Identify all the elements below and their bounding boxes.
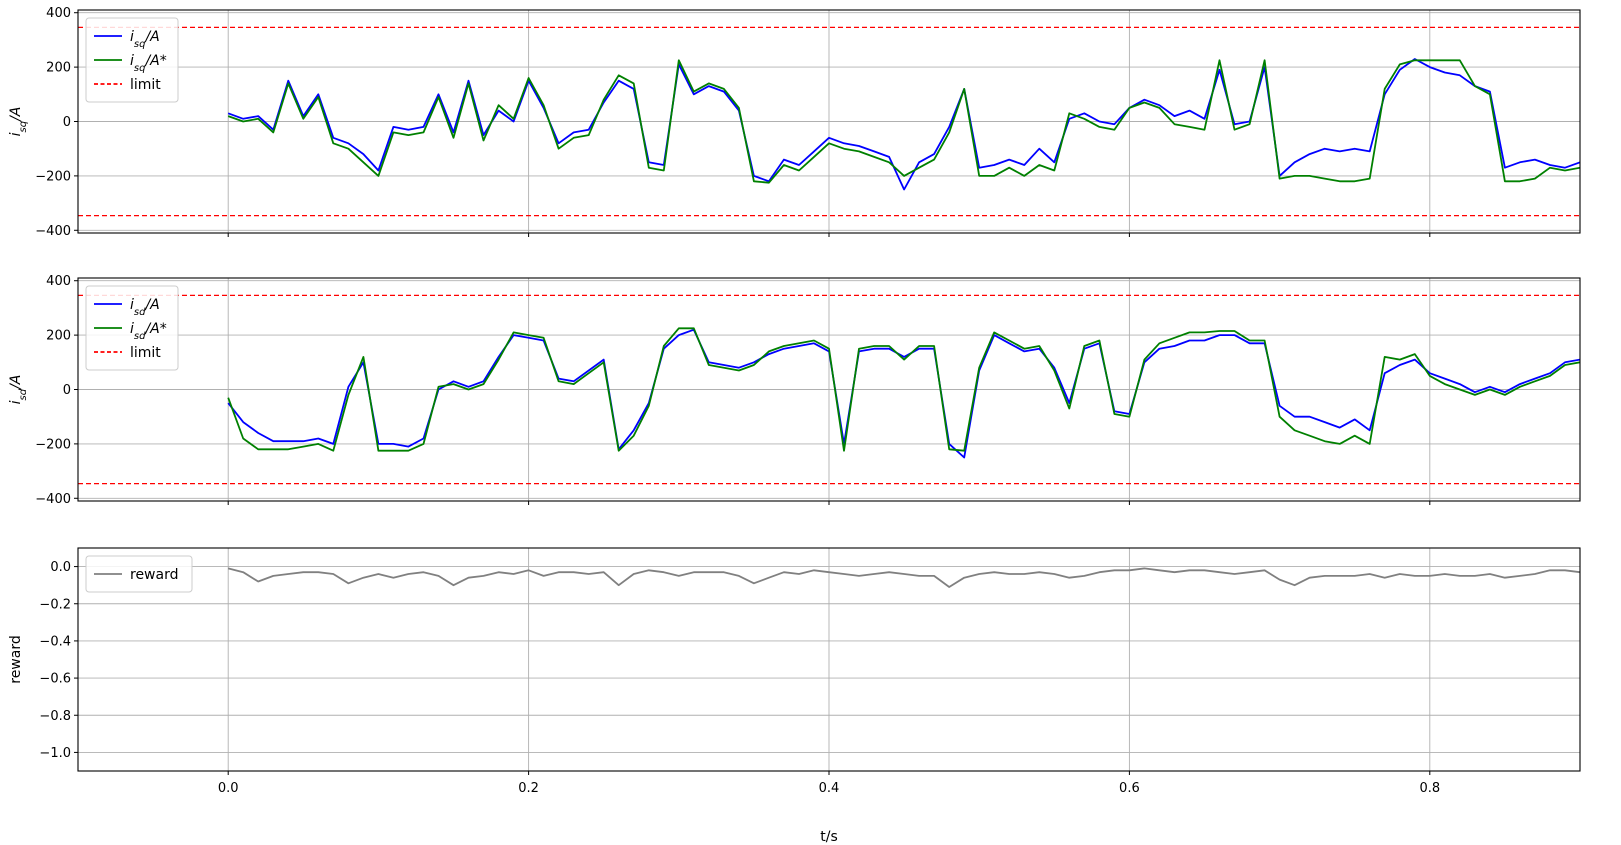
y-tick-label: 0 [63, 115, 71, 130]
y-tick-label: −200 [35, 437, 71, 452]
legend: isq/A isq/A* limit [85, 17, 179, 103]
series-line-isqA* [227, 59, 1580, 184]
y-tick-label: −400 [35, 224, 71, 239]
series-line-isdA* [227, 327, 1580, 452]
legend: reward [85, 555, 193, 593]
legend: isd/A isd/A* limit [85, 285, 179, 371]
legend-item-label: reward [130, 567, 179, 583]
chart-panel-2: 400 200 0 −200 −400 isd/A isd/A isd/A* limit [8, 274, 1581, 507]
plot-area [78, 26, 1580, 217]
x-tick-label: 0.4 [819, 781, 840, 796]
legend-item-label: limit [130, 77, 161, 93]
x-tick-label: 0.6 [1119, 781, 1140, 796]
legend-item-label: isd/A [130, 297, 160, 318]
y-tick-label: 400 [46, 6, 71, 21]
legend-item-label: isd/A* [130, 321, 167, 342]
y-tick-label: 400 [46, 274, 71, 289]
y-axis-label: reward [8, 635, 24, 684]
x-tick-label: 0.2 [518, 781, 539, 796]
x-tick-label: 0.0 [218, 781, 239, 796]
series-line-isdA [227, 328, 1580, 459]
y-tick-label: −400 [35, 492, 71, 507]
legend-item-label: isq/A* [130, 53, 167, 74]
x-axis-label: t/s [820, 829, 838, 845]
y-axis-label: isd/A [8, 375, 29, 405]
y-tick-label: −0.8 [39, 709, 71, 724]
y-tick-label: 200 [46, 329, 71, 344]
y-tick-label: −1.0 [39, 746, 71, 761]
legend-item-label: limit [130, 345, 161, 361]
chart-panel-1: 400 200 0 −200 −400 isq/A isq/A isq/A* limit [8, 6, 1581, 239]
y-axis-label: isq/A [8, 107, 29, 137]
y-tick-label: 200 [46, 61, 71, 76]
legend-frame [85, 555, 193, 593]
y-tick-label: −200 [35, 169, 71, 184]
plot-area [78, 294, 1580, 485]
series-line-reward [227, 567, 1580, 588]
series-line-isqA [227, 58, 1580, 191]
plot-area [227, 567, 1580, 588]
chart-panel-3: 0.0 −0.2 −0.4 −0.6 −0.8 −1.0 0.0 0.2 0.4 0.6 0.8 re… [8, 547, 1581, 845]
y-tick-label: 0 [63, 383, 71, 398]
y-tick-label: −0.4 [39, 634, 71, 649]
legend-frame [85, 285, 179, 371]
y-tick-label: 0.0 [50, 560, 71, 575]
y-tick-label: −0.6 [39, 672, 71, 687]
legend-frame [85, 17, 179, 103]
x-tick-label: 0.8 [1419, 781, 1440, 796]
y-tick-label: −0.2 [39, 597, 71, 612]
legend-item-label: isq/A [130, 29, 160, 50]
